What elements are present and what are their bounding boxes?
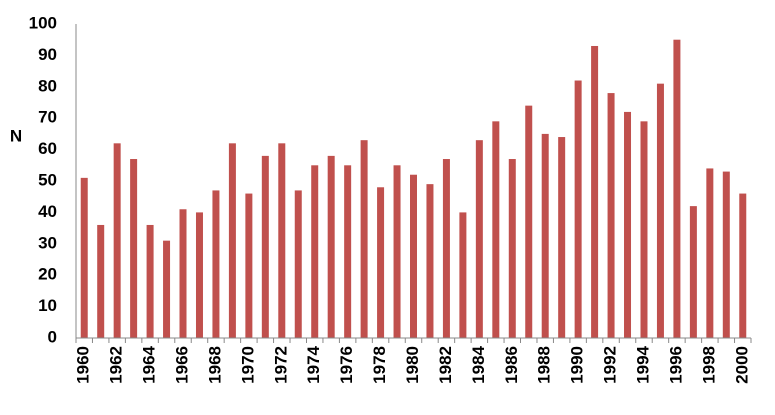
bar-1994 bbox=[640, 121, 648, 338]
bar-1999 bbox=[722, 171, 730, 338]
x-tick-label: 1996 bbox=[666, 346, 685, 384]
x-tick-label: 1976 bbox=[337, 346, 356, 384]
bar-1985 bbox=[492, 121, 500, 338]
bar-1996 bbox=[673, 39, 681, 338]
bar-1990 bbox=[574, 80, 582, 339]
bar-1974 bbox=[311, 165, 319, 338]
bar-1961 bbox=[97, 224, 105, 338]
x-tick-label: 1986 bbox=[502, 346, 521, 384]
bar-1997 bbox=[689, 206, 697, 338]
bar-1988 bbox=[541, 133, 549, 338]
bar-1969 bbox=[228, 143, 236, 338]
x-tick-label: 1988 bbox=[535, 346, 554, 384]
bar-1967 bbox=[195, 212, 203, 338]
x-axis-tick-labels: 1960 1962 1964 1966 1968 1970 1972 1974 1976 1978… bbox=[74, 345, 752, 383]
bar-1971 bbox=[261, 155, 269, 338]
bar-1979 bbox=[393, 165, 401, 338]
bar-1972 bbox=[278, 143, 286, 338]
x-tick-label: 1998 bbox=[699, 346, 718, 384]
bar-1962 bbox=[113, 143, 121, 338]
y-tick-label: 50 bbox=[38, 170, 57, 189]
x-tick-label: 1964 bbox=[140, 345, 159, 383]
y-tick-label: 10 bbox=[38, 296, 57, 315]
bar-1965 bbox=[163, 240, 171, 338]
bar-1987 bbox=[525, 105, 533, 338]
bar-1993 bbox=[624, 111, 632, 338]
y-tick-label: 100 bbox=[29, 13, 57, 32]
y-tick-label: 60 bbox=[38, 139, 57, 158]
bar-1978 bbox=[377, 187, 385, 338]
x-tick-label: 1980 bbox=[403, 346, 422, 384]
bar-1998 bbox=[706, 168, 714, 338]
bar-1964 bbox=[146, 224, 154, 338]
bar-1989 bbox=[558, 137, 566, 338]
x-tick-label: 1970 bbox=[238, 346, 257, 384]
y-tick-label: 90 bbox=[38, 45, 57, 64]
y-tick-label: 80 bbox=[38, 76, 57, 95]
bar-1966 bbox=[179, 209, 187, 338]
bar-1980 bbox=[410, 174, 417, 338]
bar-1977 bbox=[360, 140, 368, 338]
x-tick-label: 1974 bbox=[304, 345, 323, 383]
y-tick-label: 40 bbox=[38, 202, 57, 221]
bar-1983 bbox=[459, 212, 467, 338]
y-tick-label: 70 bbox=[38, 108, 57, 127]
bar-1992 bbox=[607, 93, 615, 338]
x-tick-label: 1978 bbox=[370, 346, 389, 384]
bar-1981 bbox=[426, 184, 434, 338]
bar-1963 bbox=[130, 159, 138, 338]
y-tick-label: 30 bbox=[38, 233, 57, 252]
x-tick-label: 1990 bbox=[568, 346, 587, 384]
bars bbox=[80, 39, 747, 339]
bar-1975 bbox=[327, 155, 335, 338]
bar-1986 bbox=[508, 159, 516, 338]
x-tick-label: 1982 bbox=[436, 346, 455, 384]
bar-1960 bbox=[80, 177, 88, 338]
bar-1970 bbox=[245, 193, 253, 338]
x-tick-label: 1972 bbox=[271, 346, 290, 384]
x-axis-tick-marks bbox=[75, 338, 752, 343]
x-tick-label: 1994 bbox=[633, 345, 652, 383]
x-tick-label: 1984 bbox=[469, 345, 488, 383]
y-tick-label: 20 bbox=[38, 265, 57, 284]
bar-1995 bbox=[656, 83, 664, 338]
x-tick-label: 1960 bbox=[74, 346, 93, 384]
x-tick-label: 2000 bbox=[732, 346, 751, 384]
bar-1968 bbox=[212, 190, 220, 338]
y-axis-title: N bbox=[10, 126, 22, 145]
x-tick-label: 1968 bbox=[205, 346, 224, 384]
x-tick-label: 1962 bbox=[107, 346, 126, 384]
y-axis-tick-labels: 0 10 20 30 40 50 60 70 80 90 100 bbox=[29, 13, 57, 346]
bar-1991 bbox=[591, 45, 599, 338]
x-tick-label: 1966 bbox=[172, 346, 191, 384]
y-tick-label: 0 bbox=[48, 327, 57, 346]
bar-1984 bbox=[475, 140, 483, 338]
bar-1976 bbox=[344, 165, 352, 338]
bar-1982 bbox=[442, 159, 450, 338]
x-tick-label: 1992 bbox=[601, 346, 620, 384]
bar-1973 bbox=[294, 190, 302, 338]
bar-2000 bbox=[739, 193, 747, 338]
